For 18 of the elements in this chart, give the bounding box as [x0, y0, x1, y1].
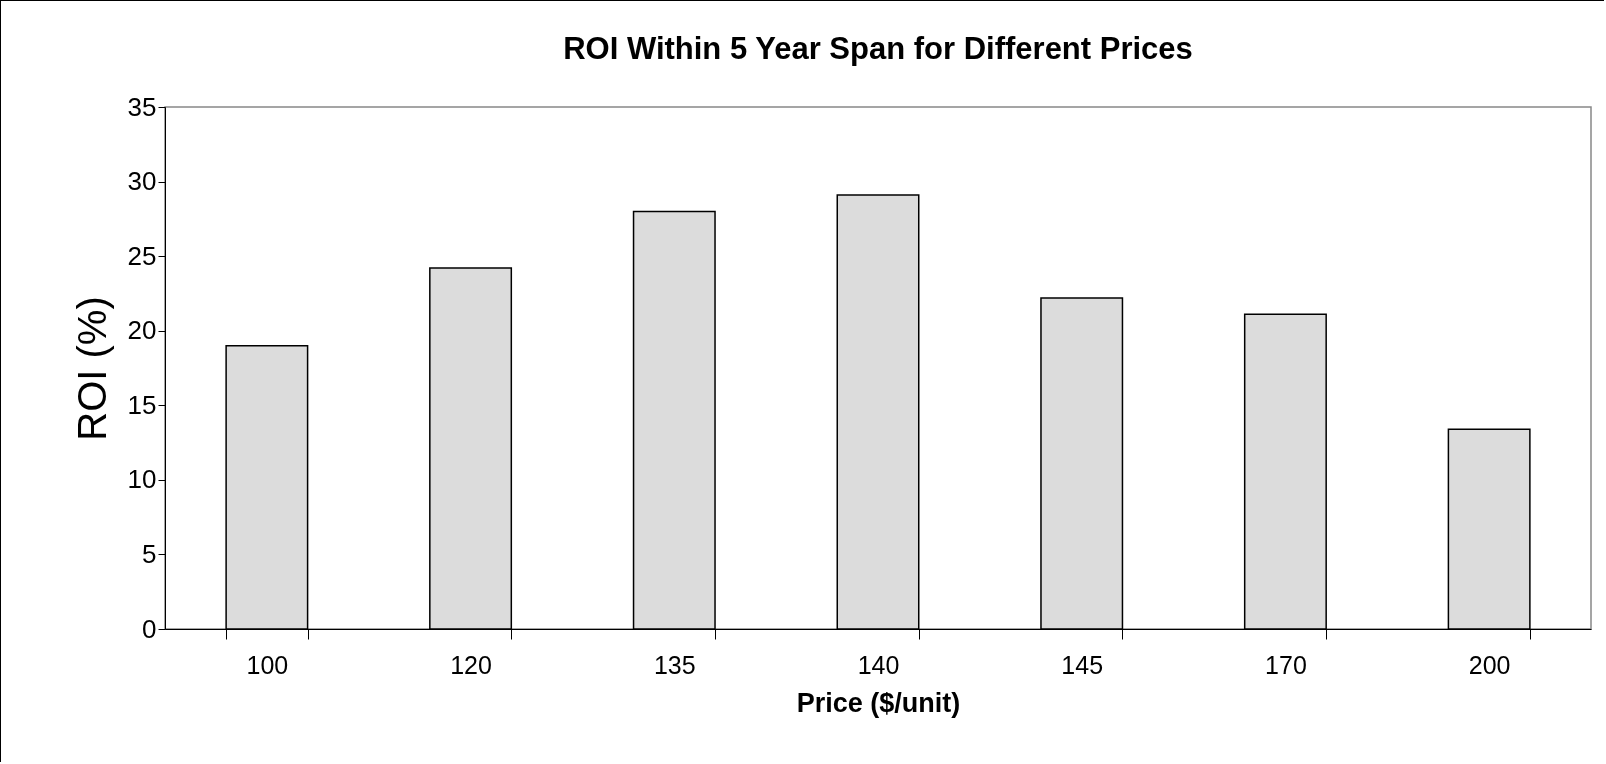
y-tick-label: 25	[127, 240, 157, 271]
y-tick-label: 15	[127, 389, 157, 420]
y-tick-label: 20	[127, 315, 157, 346]
x-tick-label: 100	[246, 650, 289, 679]
y-tick-label: 0	[142, 613, 157, 644]
chart-title: ROI Within 5 Year Span for Different Prices	[563, 31, 1193, 66]
y-tick-label: 5	[142, 538, 157, 569]
x-tick-label: 135	[653, 650, 696, 679]
y-tick-label: 35	[127, 91, 157, 122]
y-tick-label: 30	[127, 166, 157, 197]
x-axis-title: Price ($/unit)	[796, 687, 961, 718]
y-tick-label: 10	[127, 464, 157, 495]
x-tick-label: 140	[857, 650, 900, 679]
x-tick-label: 170	[1265, 650, 1307, 679]
x-tick-label: 120	[450, 650, 492, 679]
x-tick-label: 200	[1468, 650, 1511, 679]
x-tick-label: 145	[1061, 650, 1104, 679]
y-axis-title: ROI (%)	[69, 296, 114, 441]
